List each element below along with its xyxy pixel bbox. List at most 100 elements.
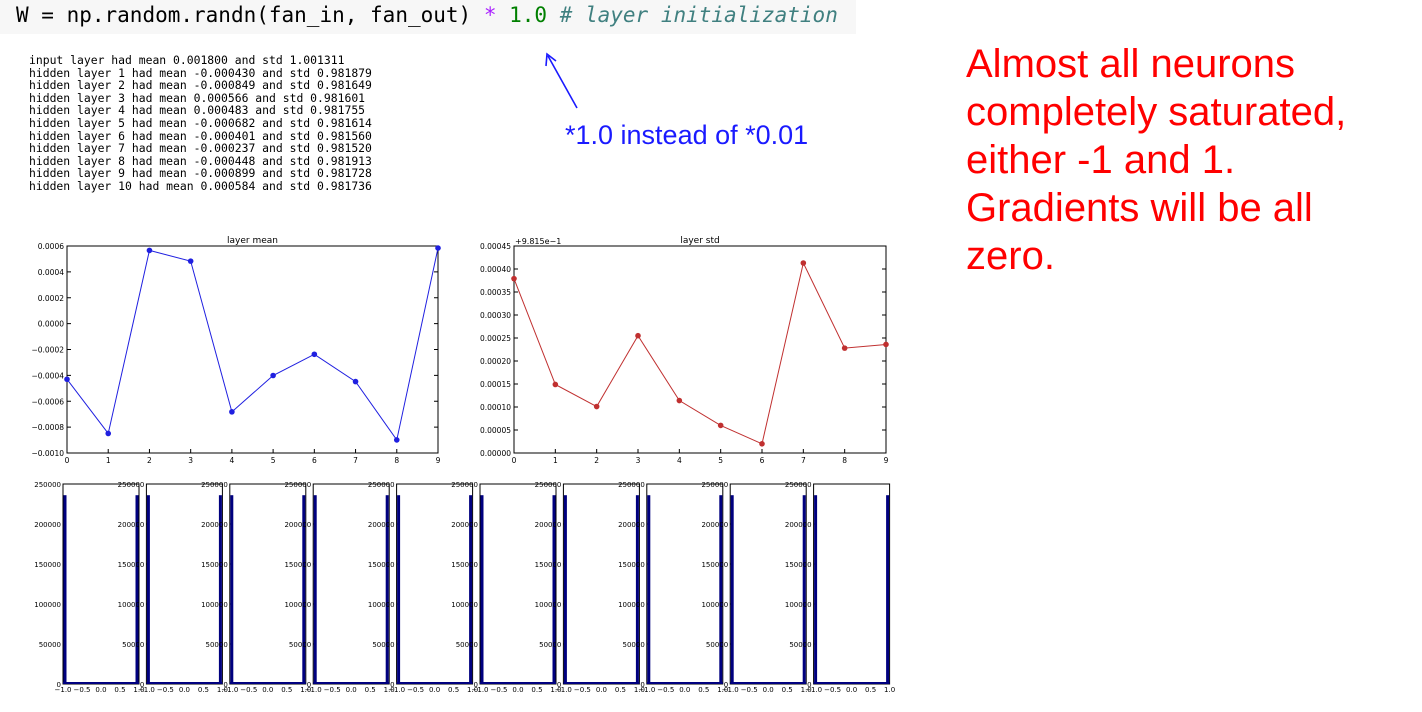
- hist-10-ytick-label: 250000: [785, 481, 812, 489]
- code-num: 1.0: [509, 3, 548, 27]
- hist-3-xtick-label: 0.0: [262, 686, 273, 694]
- hist-8-xtick-label: 0.0: [679, 686, 690, 694]
- hist-4-xtick-label: 0.0: [346, 686, 357, 694]
- std-chart-ytick-label: 0.00010: [480, 403, 511, 412]
- std-chart-title: layer std: [680, 236, 719, 246]
- hist-10-xtick-label: 0.5: [865, 686, 876, 694]
- mean-chart-ytick-label: 0.0000: [38, 320, 64, 329]
- hist-7-ytick-label: 200000: [535, 521, 562, 529]
- hist-4-xtick-label: −1.0: [305, 686, 322, 694]
- log-line: hidden layer 7 had mean -0.000237 and st…: [29, 141, 372, 156]
- hist-4-xtick-label: −0.5: [324, 686, 341, 694]
- hist-8-edge-bar-left: [647, 495, 651, 684]
- std-chart-xtick-label: 8: [842, 456, 847, 465]
- hist-2-xtick-label: 1.0: [217, 686, 228, 694]
- hist-5-ytick-label: 250000: [368, 481, 395, 489]
- hist-9-xtick-label: 1.0: [801, 686, 812, 694]
- hist-3-ytick-label: 150000: [201, 561, 228, 569]
- hist-3-xtick-label: −0.5: [240, 686, 257, 694]
- hist-7-ytick-label: 150000: [535, 561, 562, 569]
- hist-6-edge-bar-right: [552, 495, 556, 684]
- mean-chart-ytick-label: 0.0006: [38, 242, 64, 251]
- code-cell: W = np.random.randn(fan_in, fan_out) * 1…: [0, 0, 856, 34]
- hist-7-ytick-label: 250000: [535, 481, 562, 489]
- std-chart-point: [717, 422, 724, 429]
- mean-chart-xtick-label: 1: [106, 456, 111, 465]
- hist-8-frame: [646, 483, 724, 685]
- mean-chart-point: [435, 245, 441, 251]
- hist-5-frame: [396, 483, 474, 685]
- hist-6-ytick-label: 150000: [451, 561, 478, 569]
- mean-chart-xtick-label: 5: [271, 456, 276, 465]
- std-chart-ytick-label: 0.00035: [480, 288, 511, 297]
- hist-6-xtick-label: −0.5: [491, 686, 508, 694]
- mean-chart-point: [187, 258, 194, 264]
- hist-7-xtick-label: 0.5: [615, 686, 626, 694]
- hist-3-ytick-label: 250000: [201, 481, 228, 489]
- hist-1-ytick-label: 250000: [34, 481, 61, 489]
- hist-5-xtick-label: −0.5: [407, 686, 424, 694]
- log-line: hidden layer 10 had mean 0.000584 and st…: [29, 178, 372, 193]
- hist-5-edge-bar-right: [469, 495, 473, 684]
- hist-2-xtick-label: −0.5: [157, 686, 174, 694]
- hist-10-ytick-label: 200000: [785, 521, 812, 529]
- hist-7-ytick-label: 0: [557, 681, 561, 689]
- hist-10-ytick-label: 50000: [789, 641, 811, 649]
- hist-6-ytick-label: 100000: [451, 601, 478, 609]
- hist-2-xtick-label: 0.5: [198, 686, 209, 694]
- mean-chart-ytick-label: 0.0004: [38, 268, 64, 277]
- mean-chart-point: [352, 378, 359, 385]
- hist-10-edge-bar-left: [814, 495, 818, 684]
- hist-5-xtick-label: 1.0: [467, 686, 478, 694]
- mean-chart-xtick-label: 3: [188, 456, 193, 465]
- std-chart-frame: [513, 245, 887, 454]
- log-line: hidden layer 5 had mean -0.000682 and st…: [29, 115, 372, 130]
- std-chart-ytick-label: 0.00020: [480, 357, 511, 366]
- annotation-arrow: [547, 55, 578, 109]
- hist-8-edge-bar-right: [719, 495, 723, 684]
- hist-3-edge-bar-left: [230, 495, 234, 684]
- hist-4-ytick-label: 0: [307, 681, 311, 689]
- code-eq: =: [28, 3, 67, 27]
- hist-7-xtick-label: −0.5: [574, 686, 591, 694]
- mean-chart-ytick-label: −0.0004: [31, 371, 64, 380]
- std-chart-point: [552, 381, 559, 388]
- hist-4-edge-bar-right: [385, 495, 389, 684]
- hist-1-ytick-label: 150000: [34, 561, 61, 569]
- std-chart-ytick-label: 0.00015: [480, 380, 511, 389]
- hist-2-frame: [145, 483, 223, 685]
- hist-10-edge-bar-right: [886, 495, 890, 684]
- log-line: input layer had mean 0.001800 and std 1.…: [29, 53, 345, 67]
- hist-2-ytick-label: 0: [140, 681, 144, 689]
- mean-chart-series-line: [66, 247, 439, 442]
- std-chart-point: [759, 441, 765, 447]
- hist-4-ytick-label: 150000: [284, 561, 311, 569]
- hist-1-ytick-label: 200000: [34, 521, 61, 529]
- hist-9-xtick-label: 0.5: [782, 686, 793, 694]
- mean-chart-ytick-label: 0.0002: [38, 294, 64, 303]
- hist-7-ytick-label: 100000: [535, 601, 562, 609]
- std-chart-ytick-label: 0.00005: [480, 426, 511, 435]
- hist-4-xtick-label: 0.5: [365, 686, 376, 694]
- hist-5-ytick-label: 100000: [368, 601, 395, 609]
- hist-1-frame: [62, 483, 140, 685]
- std-chart-ytick-label: 0.00040: [480, 265, 511, 274]
- hist-2-ytick-label: 250000: [118, 481, 145, 489]
- std-chart-xtick-label: 0: [512, 456, 517, 465]
- hist-7-ytick-label: 50000: [539, 641, 561, 649]
- std-chart-point: [593, 403, 600, 410]
- log-line: hidden layer 8 had mean -0.000448 and st…: [29, 153, 372, 168]
- hist-4-xtick-label: 1.0: [384, 686, 395, 694]
- hist-6-ytick-label: 250000: [451, 481, 478, 489]
- log-line: hidden layer 6 had mean -0.000401 and st…: [29, 128, 372, 143]
- hist-9-ytick-label: 150000: [701, 561, 728, 569]
- hist-2-edge-bar-left: [146, 495, 150, 684]
- code-line: W = np.random.randn(fan_in, fan_out) * 1…: [16, 3, 838, 27]
- hist-3-xtick-label: 0.5: [281, 686, 292, 694]
- hist-3-ytick-label: 0: [223, 681, 227, 689]
- hist-3-ytick-label: 50000: [206, 641, 228, 649]
- hist-2-ytick-label: 200000: [118, 521, 145, 529]
- hist-4-ytick-label: 50000: [289, 641, 311, 649]
- log-line: hidden layer 9 had mean -0.000899 and st…: [29, 166, 372, 181]
